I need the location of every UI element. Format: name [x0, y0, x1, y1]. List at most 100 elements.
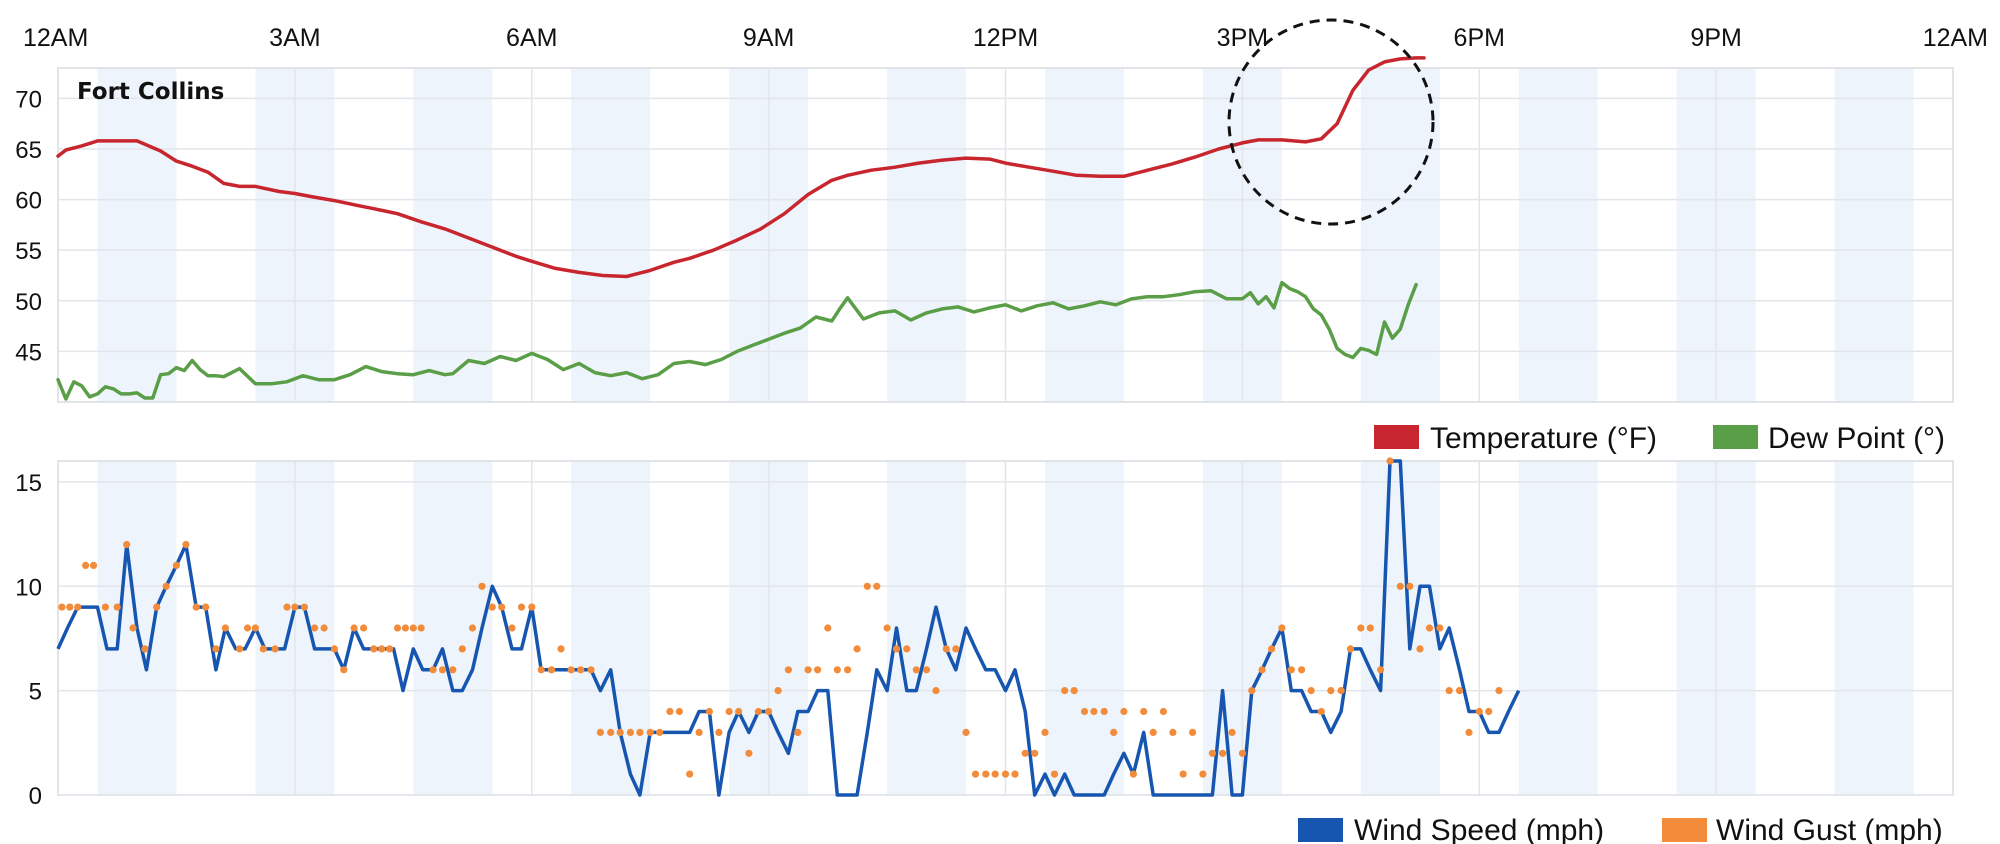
wind-gust-point — [1298, 666, 1306, 674]
wind-gust-point — [58, 603, 66, 611]
y-tick-label: 0 — [29, 783, 42, 810]
time-tick-label: 9PM — [1690, 24, 1741, 52]
hour-band — [571, 461, 651, 795]
wind-gust-point — [1307, 687, 1315, 695]
wind-panel: 0 5 10 15 — [15, 457, 1954, 810]
y-tick-label: 50 — [15, 289, 42, 316]
time-tick-label: 12PM — [973, 24, 1038, 52]
time-tick-label: 3AM — [269, 24, 320, 52]
wind-gust-point — [429, 666, 437, 674]
annotation-dashed-circle — [1227, 18, 1435, 226]
wind-gust-point — [360, 624, 368, 632]
wind-gust-point — [1455, 687, 1464, 695]
wind-gust-point — [1061, 687, 1069, 695]
wind-gust-point — [587, 666, 595, 674]
wind-gust-point — [1031, 749, 1039, 757]
wind-gust-point — [153, 603, 161, 611]
wind-gust-point — [1140, 707, 1148, 716]
y-tick-label: 45 — [15, 339, 42, 366]
wind-gust-point — [236, 645, 244, 653]
wind-speed-legend-swatch — [1298, 818, 1343, 842]
wind-gust-point — [1100, 707, 1108, 716]
wind-gust-point — [873, 582, 881, 590]
time-tick-label: 6PM — [1454, 24, 1505, 52]
wind-gust-point — [259, 645, 267, 653]
wind-gust-point — [725, 707, 733, 716]
wind-gust-point — [66, 603, 74, 611]
wind-gust-point — [498, 603, 506, 611]
wind-gust-point — [596, 728, 605, 737]
wind-gust-point — [1396, 582, 1404, 590]
wind-gust-point — [1179, 770, 1187, 778]
dew-point-legend-swatch — [1713, 425, 1758, 449]
wind-gust-point — [1366, 624, 1374, 632]
wind-gust-point — [1386, 457, 1394, 465]
wind-gust-point — [1120, 707, 1128, 716]
wind-gust-point — [182, 540, 190, 549]
wind-gust-point — [1248, 687, 1256, 695]
wind-gust-point — [1268, 645, 1276, 653]
wind-gust-point — [1287, 666, 1295, 674]
wind-gust-point — [1001, 770, 1010, 778]
wind-gust-point — [291, 603, 299, 611]
time-tick-label: 6AM — [506, 24, 557, 52]
station-name: Fort Collins — [77, 79, 224, 105]
wind-gust-point — [883, 624, 891, 632]
hour-band — [1518, 461, 1598, 795]
hour-band — [1044, 68, 1124, 402]
wind-gust-point — [221, 624, 229, 632]
wind-gust-point — [794, 728, 802, 737]
wind-gust-point — [626, 728, 635, 737]
hour-band — [1834, 461, 1914, 795]
hour-band — [1518, 68, 1598, 402]
wind-gust-point — [340, 666, 348, 674]
wind-gust-point — [1425, 624, 1434, 632]
wind-gust-point — [1465, 728, 1473, 737]
wind-gust-point — [271, 645, 279, 653]
wind-gust-point — [745, 749, 753, 757]
wind-gust-point — [715, 728, 723, 737]
wind-gust-point — [1110, 728, 1118, 737]
wind-gust-point — [1159, 707, 1167, 716]
wind-gust-point — [1436, 624, 1444, 632]
wind-gust-point — [1406, 582, 1414, 590]
wind-gust-point — [863, 582, 871, 590]
wind-gust-point — [774, 687, 782, 695]
wind-gust-point — [1445, 687, 1453, 695]
wind-gust-point — [1317, 707, 1325, 716]
wind-gust-point — [1278, 624, 1286, 632]
time-tick-label: 3PM — [1217, 24, 1268, 52]
wind-gust-point — [754, 707, 763, 716]
wind-gust-point — [1070, 687, 1078, 695]
wind-gust-point — [675, 707, 684, 716]
wind-gust-point — [982, 770, 990, 778]
y-tick-label: 55 — [15, 238, 42, 265]
wind-gust-point — [488, 603, 496, 611]
wind-gust-point — [386, 645, 394, 653]
wind-gust-point — [1169, 728, 1177, 737]
wind-gust-point — [824, 624, 832, 632]
wind-gust-point — [162, 582, 170, 590]
wind-gust-point — [202, 603, 210, 611]
wind-gust-legend-swatch — [1662, 818, 1707, 842]
wind-gust-point — [1149, 728, 1157, 737]
wind-gust-point — [1021, 749, 1029, 757]
wind-gust-point — [1337, 687, 1345, 695]
wind-gust-point — [537, 666, 545, 674]
dew-point-legend-label: Dew Point (°) — [1768, 422, 1945, 455]
temperature-legend-label: Temperature (°F) — [1430, 422, 1657, 455]
y-tick-label: 10 — [15, 574, 42, 601]
wind-gust-point — [547, 666, 556, 674]
wind-gust-point — [853, 645, 861, 653]
wind-gust-point — [1357, 624, 1365, 632]
wind-gust-point — [101, 603, 109, 611]
wind-gust-point — [409, 624, 417, 632]
y-tick-label: 70 — [15, 86, 42, 113]
wind-gust-point — [251, 624, 259, 632]
wind-gust-point — [912, 666, 920, 674]
y-tick-label: 65 — [15, 137, 42, 164]
hour-band — [1360, 68, 1440, 402]
wind-speed-legend-label: Wind Speed (mph) — [1354, 814, 1604, 844]
wind-gust-point — [1416, 645, 1424, 653]
